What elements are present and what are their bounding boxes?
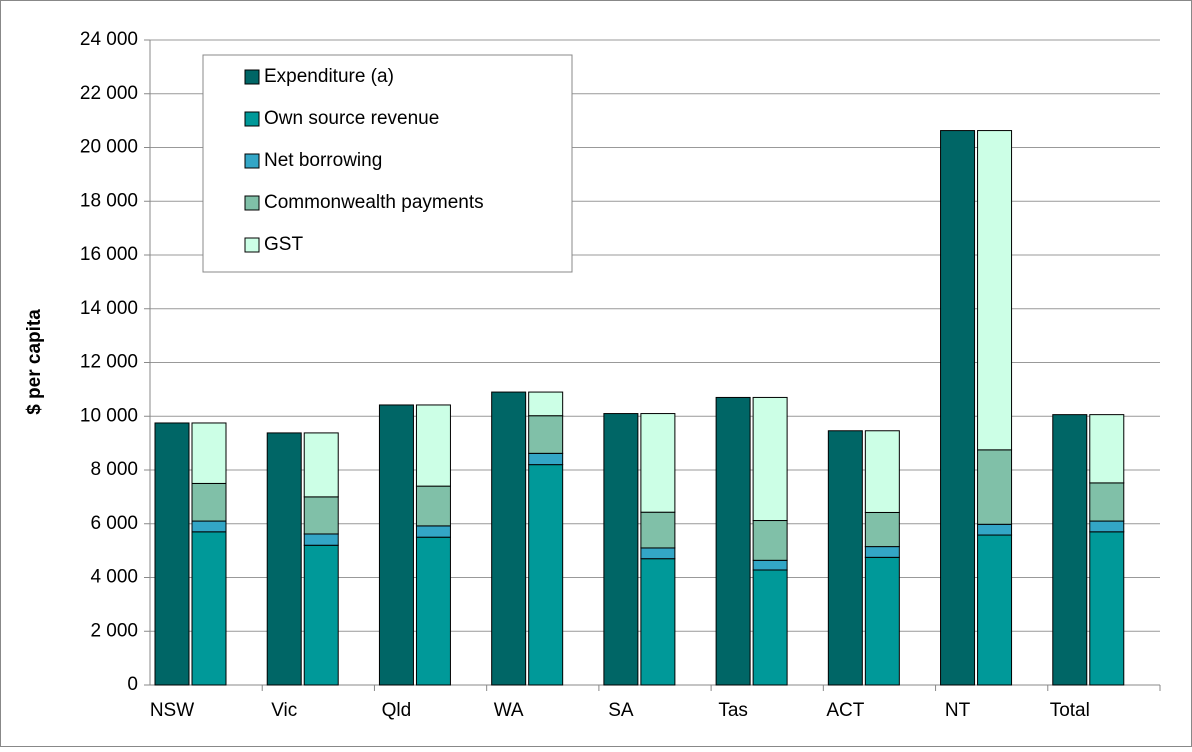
bar-segment	[752, 396, 788, 522]
bar-segment	[977, 130, 1013, 451]
legend-swatch	[244, 111, 260, 127]
y-tick-label: 12 000	[80, 352, 138, 373]
bar-segment	[528, 452, 564, 466]
bar-segment	[864, 556, 900, 686]
x-tick-label: Vic	[271, 700, 297, 721]
x-tick-label: Total	[1050, 700, 1090, 721]
bar	[827, 430, 863, 686]
bar-segment	[415, 536, 451, 686]
bar-segment	[303, 544, 339, 686]
bar-segment	[303, 432, 339, 498]
bar-segment	[191, 520, 227, 533]
bar-segment	[415, 485, 451, 527]
bar	[603, 413, 639, 686]
bar-segment	[191, 531, 227, 686]
legend-label: Commonwealth payments	[264, 192, 484, 213]
legend-swatch	[244, 69, 260, 85]
bar-segment	[1089, 482, 1125, 522]
bar-segment	[640, 511, 676, 549]
bar-segment	[752, 559, 788, 571]
y-axis-title: $ per capita	[24, 309, 45, 415]
y-tick-label: 4 000	[90, 567, 138, 588]
bar-segment	[977, 534, 1013, 686]
y-tick-label: 22 000	[80, 83, 138, 104]
bar-segment	[303, 496, 339, 535]
bar-segment	[977, 523, 1013, 536]
legend-box	[202, 54, 573, 273]
bar-segment	[752, 569, 788, 686]
bar	[491, 391, 527, 686]
x-tick-label: NT	[945, 700, 971, 721]
bar-segment	[640, 558, 676, 686]
y-tick-label: 2 000	[90, 620, 138, 641]
bar-segment	[528, 464, 564, 686]
legend-label: GST	[264, 234, 303, 255]
bar	[154, 422, 190, 686]
bar-segment	[191, 422, 227, 484]
bar-segment	[640, 413, 676, 513]
bar	[378, 404, 414, 686]
bar-segment	[864, 511, 900, 548]
y-tick-label: 16 000	[80, 244, 138, 265]
bar-segment	[640, 547, 676, 560]
bar-segment	[528, 415, 564, 454]
bar-segment	[415, 404, 451, 487]
legend-label: Net borrowing	[264, 150, 382, 171]
bar-segment	[1089, 414, 1125, 484]
bar-segment	[303, 533, 339, 546]
y-tick-label: 8 000	[90, 459, 138, 480]
legend-swatch	[244, 195, 260, 211]
bar	[940, 130, 976, 686]
legend-label: Own source revenue	[264, 108, 439, 129]
x-tick-label: ACT	[826, 700, 864, 721]
bar-segment	[415, 525, 451, 538]
bar	[266, 432, 302, 686]
y-tick-label: 18 000	[80, 190, 138, 211]
x-tick-label: SA	[608, 700, 634, 721]
legend-swatch	[244, 153, 260, 169]
x-tick-label: Qld	[382, 700, 412, 721]
bar-segment	[1089, 531, 1125, 686]
x-tick-label: WA	[494, 700, 524, 721]
bar-segment	[864, 430, 900, 513]
bar	[1052, 414, 1088, 686]
x-tick-label: Tas	[718, 700, 748, 721]
bar-segment	[191, 482, 227, 522]
legend-swatch	[244, 237, 260, 253]
legend-label: Expenditure (a)	[264, 66, 394, 87]
x-tick-label: NSW	[150, 700, 194, 721]
bar-segment	[752, 520, 788, 561]
bar-segment	[1089, 520, 1125, 533]
y-tick-label: 10 000	[80, 405, 138, 426]
bar-segment	[864, 546, 900, 558]
y-tick-label: 20 000	[80, 137, 138, 158]
y-tick-label: 14 000	[80, 298, 138, 319]
bar	[715, 396, 751, 686]
y-tick-label: 0	[127, 674, 138, 695]
bar-segment	[977, 449, 1013, 525]
y-tick-label: 24 000	[80, 29, 138, 50]
y-tick-label: 6 000	[90, 513, 138, 534]
bar-segment	[528, 391, 564, 417]
